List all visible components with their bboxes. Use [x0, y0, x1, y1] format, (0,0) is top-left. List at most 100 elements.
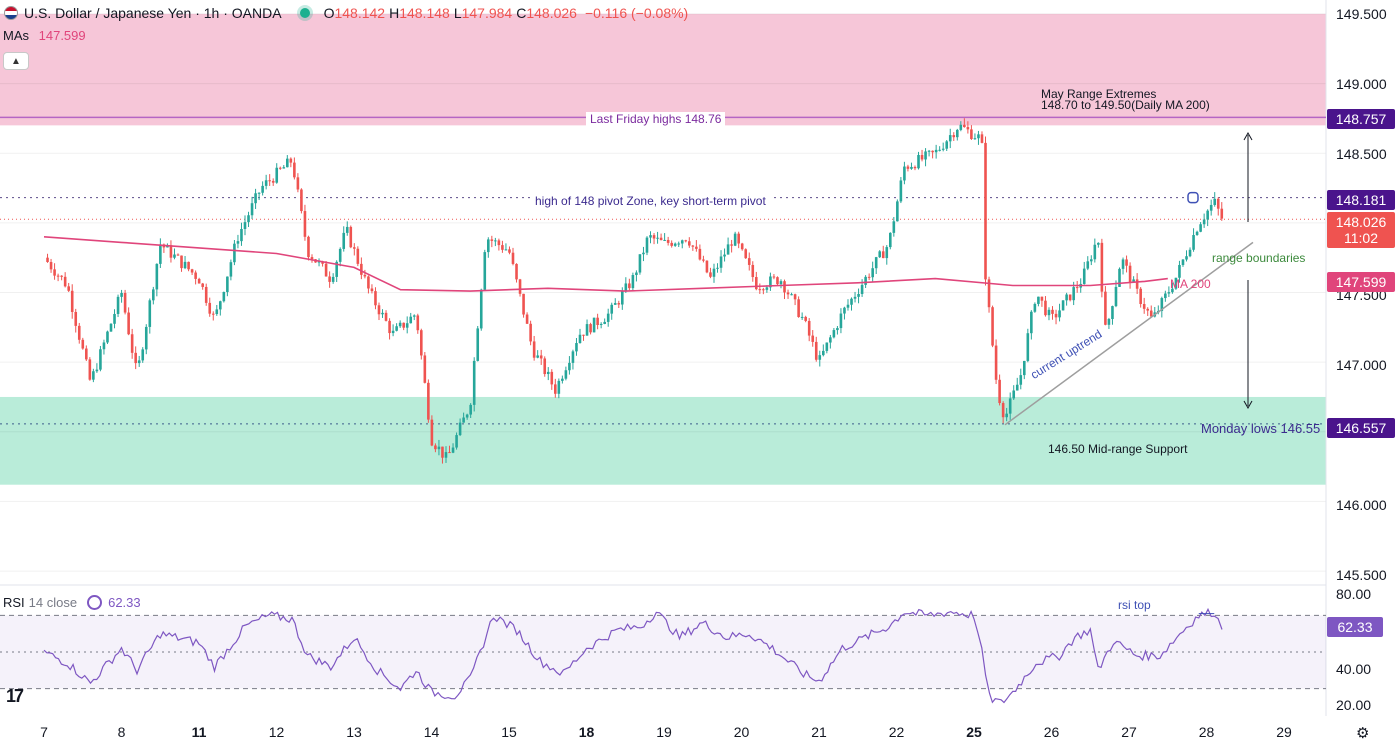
candle-body [353, 247, 356, 249]
candle-body [310, 257, 314, 260]
time-axis-label: 8 [117, 724, 126, 740]
price-axis-label: 147.000 [1336, 357, 1387, 373]
candle-body [233, 243, 236, 263]
candle-body [790, 294, 793, 296]
candle-body [342, 232, 346, 249]
candle-body [857, 293, 860, 297]
candle-body [296, 177, 300, 190]
candle-body [1213, 198, 1217, 205]
candle-body [705, 260, 709, 273]
candle-body [804, 316, 807, 321]
candle-body [659, 237, 663, 241]
levels-layer [0, 116, 1326, 425]
candle-body [81, 339, 85, 349]
candle-body [1142, 304, 1146, 309]
candle-body [515, 263, 518, 280]
candle-body [525, 314, 529, 324]
candle-body [599, 323, 603, 325]
candle-body [1128, 265, 1132, 283]
candle-body [543, 358, 547, 375]
candle-body [1093, 244, 1097, 260]
candle-body [550, 371, 554, 385]
candle-body [412, 315, 416, 317]
candle-body [829, 337, 832, 343]
candle-body [518, 279, 522, 294]
candle-body [360, 263, 363, 275]
candle-body [899, 180, 903, 202]
candle-body [1118, 268, 1121, 287]
candle-body [536, 355, 539, 358]
ma-legend[interactable]: MAs 147.599 [3, 28, 86, 43]
candle-body [994, 345, 998, 380]
candle-body [776, 277, 779, 285]
candle-body [853, 296, 857, 299]
refresh-icon[interactable] [87, 595, 103, 610]
candle-body [420, 330, 423, 356]
candle-body [169, 245, 173, 258]
candle-body [1065, 294, 1068, 301]
candle-body [656, 237, 659, 239]
candle-body [1104, 291, 1107, 325]
candle-body [1171, 288, 1174, 293]
tradingview-logo-icon[interactable]: 17 [6, 686, 24, 706]
candle-body [589, 324, 592, 333]
candle-body [719, 256, 723, 268]
candle-body [677, 243, 681, 245]
gear-icon[interactable]: ⚙ [1356, 725, 1370, 742]
ohlc-high-key: H [389, 5, 400, 21]
bar-countdown: 11:02 [1344, 230, 1378, 246]
candle-body [938, 149, 941, 151]
candle-body [1146, 308, 1150, 311]
time-axis-label: 20 [733, 724, 750, 740]
candle-body [53, 269, 56, 276]
candle-body [585, 324, 589, 336]
candle-body [247, 215, 250, 223]
candle-body [645, 237, 649, 253]
time-axis-label: 21 [811, 724, 827, 740]
candle-body [712, 268, 716, 277]
candle-body [963, 124, 966, 128]
candle-body [832, 330, 836, 338]
candle-body [204, 286, 208, 303]
candle-body [1044, 300, 1047, 316]
collapse-legend-button[interactable]: ▲ [3, 52, 29, 70]
candle-body [1051, 309, 1054, 314]
time-axis-label: 13 [346, 724, 362, 740]
candle-body [46, 257, 49, 263]
candle-body [769, 276, 772, 288]
candle-body [497, 240, 501, 246]
candle-body [603, 321, 606, 324]
candle-body [321, 261, 324, 264]
candle-body [201, 283, 204, 287]
candle-body [635, 272, 638, 276]
candle-body [1054, 313, 1058, 318]
candle-body [1001, 403, 1005, 418]
candle-body [430, 419, 434, 446]
candle-body [130, 334, 134, 353]
ohlc-open-value: 148.142 [334, 5, 386, 21]
time-axis-label: 18 [578, 724, 595, 740]
time-axis-label: 27 [1121, 724, 1137, 740]
candle-body [63, 276, 67, 287]
candle-body [1188, 249, 1192, 257]
candle-body [490, 239, 494, 241]
candle-body [405, 323, 409, 328]
candle-body [1167, 292, 1171, 294]
candle-body [92, 371, 95, 380]
candle-body [229, 262, 233, 277]
chevron-up-icon: ▲ [11, 55, 21, 67]
may-range-label-line1: May Range Extremes [1041, 87, 1157, 101]
symbol-title[interactable]: U.S. Dollar / Japanese Yen · 1h · OANDA [24, 5, 282, 21]
grid-layer [0, 0, 1327, 716]
rsi-legend[interactable]: RSI 14 close 62.33 [3, 595, 141, 610]
candle-body [1097, 242, 1100, 245]
candle-body [867, 276, 871, 278]
candle-body [1139, 288, 1142, 305]
candle-body [878, 251, 882, 258]
candle-body [282, 167, 286, 169]
rsi-params: 14 close [28, 595, 78, 610]
candle-body [726, 244, 730, 255]
candle-body [1125, 259, 1128, 266]
